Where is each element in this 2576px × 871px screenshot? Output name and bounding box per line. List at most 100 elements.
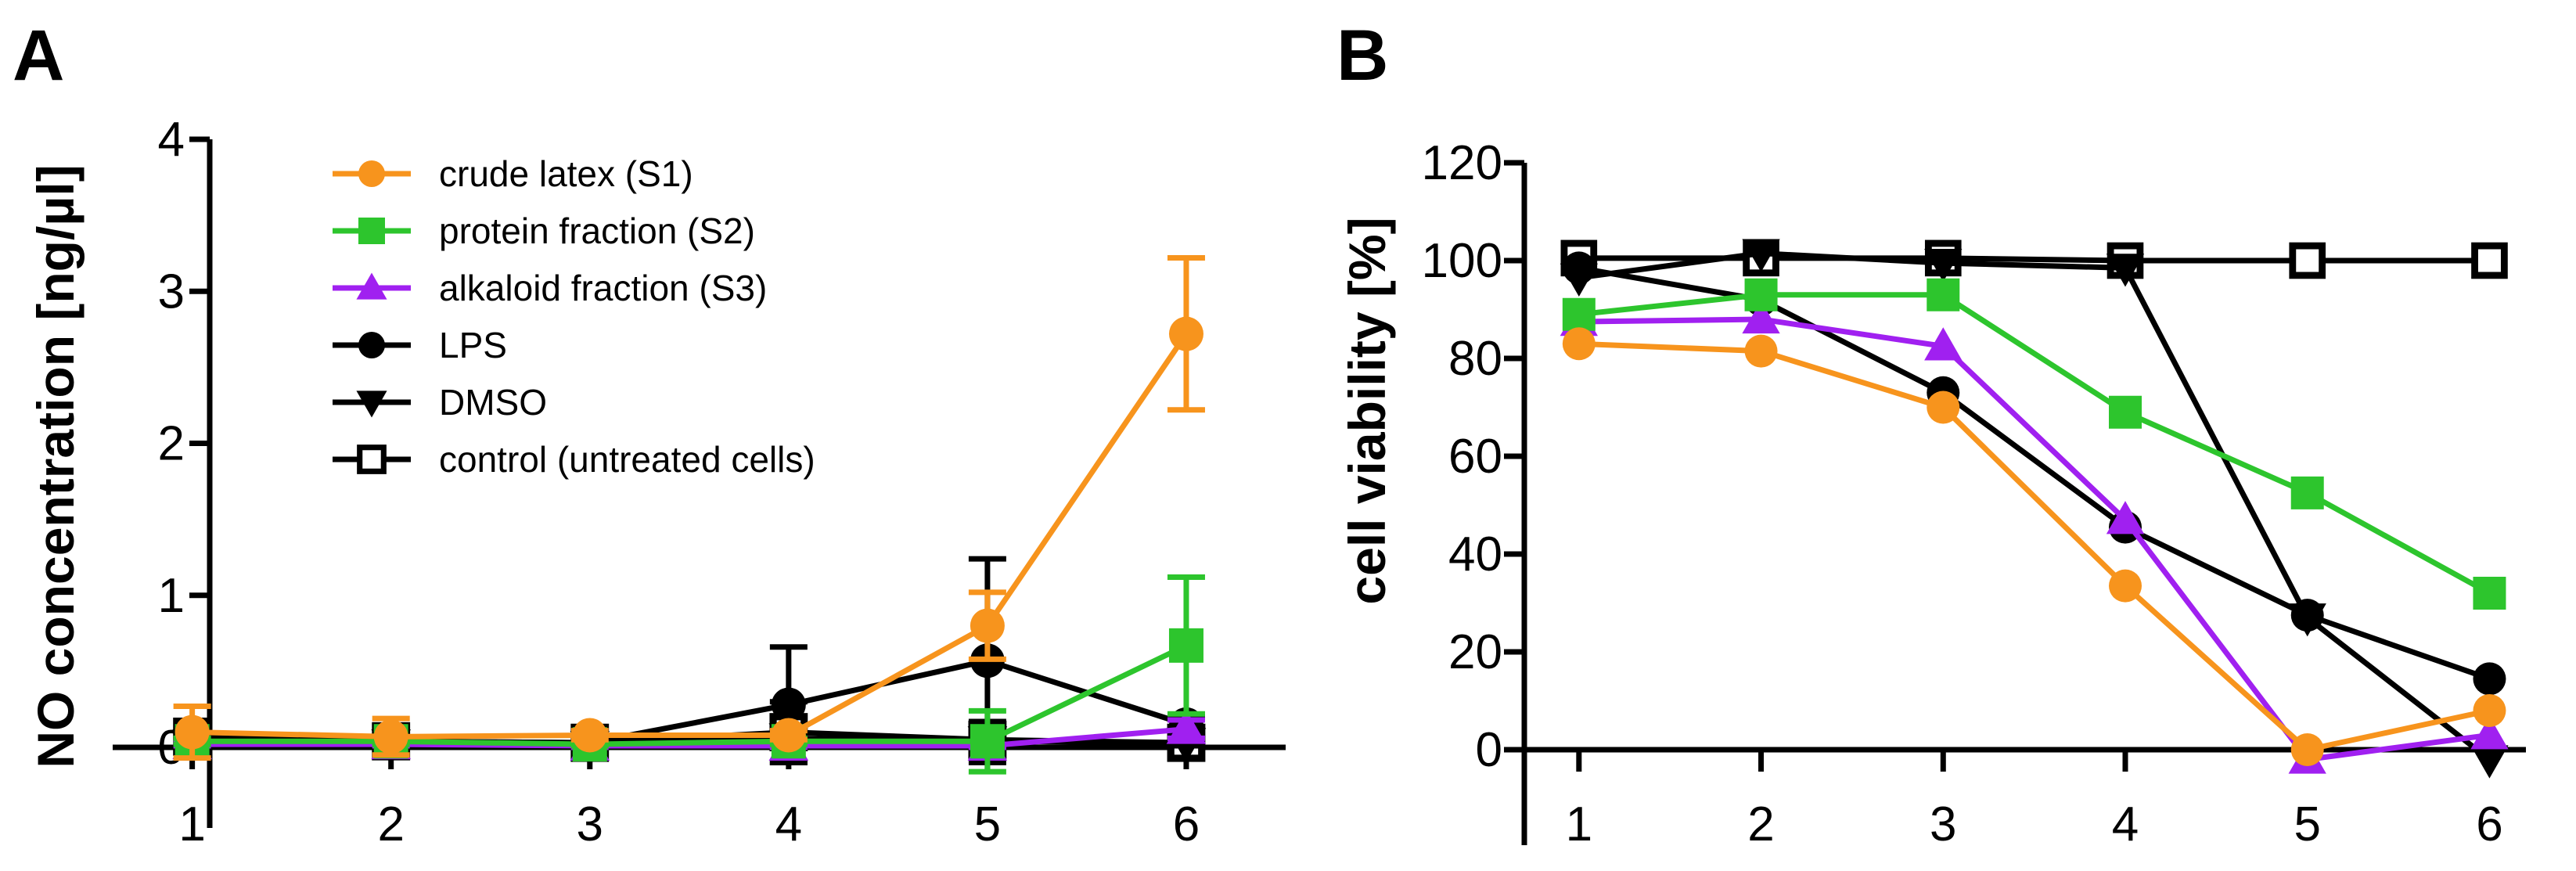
panel-b-series-protein-fraction-s2-point (2290, 476, 2324, 509)
panel-b-x-tick-label: 4 (2112, 797, 2139, 851)
panel-b-series-alkaloid-fraction-s3-point (1742, 300, 1780, 334)
panel-b-x-tick-label: 3 (1930, 797, 1956, 851)
panel-b-series-alkaloid-fraction-s3-point (1924, 327, 1963, 361)
panel-a-legend-item-alkaloid-fraction-s3: alkaloid fraction (S3) (333, 268, 767, 308)
panel-b-series-alkaloid-fraction-s3-point (2470, 716, 2509, 750)
panel-a-y-tick-label: 1 (158, 569, 185, 623)
panel-a-legend-item-lps-marker (358, 332, 385, 358)
panel-a-series (172, 255, 1207, 775)
panel-a-legend-item-crude-latex-s1-marker (358, 160, 385, 187)
panel-b-series-protein-fraction-s2 (1562, 278, 2506, 610)
panel-a-series-crude-latex-s1-line (192, 332, 1189, 740)
panel-b-series-protein-fraction-s2-point (2109, 395, 2142, 429)
panel-b-y-tick-label: 120 (1422, 136, 1502, 190)
panel-b-series-lps-line (1578, 265, 2491, 682)
panel-a-series-protein-fraction-s2-line (192, 642, 1188, 747)
panel-a-legend-item-crude-latex-s1-label: crude latex (S1) (439, 153, 693, 194)
panel-b-y-tick-label: 20 (1448, 625, 1502, 679)
panel-b-series-alkaloid-fraction-s3-line (1578, 316, 2490, 762)
panel-a-series-crude-latex-s1-point (970, 608, 1005, 643)
panel-a-y-tick-label: 3 (158, 265, 185, 319)
panel-b-x-tick-label: 1 (1566, 797, 1592, 851)
panel-b-letter: B (1337, 16, 1388, 95)
panel-a-legend-item-protein-fraction-s2-marker (358, 218, 385, 244)
panel-b-series-lps-point (2290, 599, 2324, 632)
panel-a-series-alkaloid-fraction-s3-line (192, 726, 1187, 749)
panel-b-series-protein-fraction-s2-point (1927, 278, 1960, 311)
panel-a-series-alkaloid-fraction-s3-point (1166, 709, 1207, 744)
panel-a-series-protein-fraction-s2-point (1168, 628, 1203, 663)
panel-b-series-dmso-point (1742, 239, 1780, 272)
panel-a-series-crude-latex-s1-point (174, 714, 210, 750)
panel-b-series-crude-latex-s1-point (1744, 334, 1778, 368)
panel-a-legend-item-control-untreated-cells-label: control (untreated cells) (439, 439, 815, 480)
panel-a-legend-item-control-untreated-cells-marker (357, 444, 387, 474)
panel-a-legend-item-protein-fraction-s2-label: protein fraction (S2) (439, 211, 755, 251)
panel-b-x-tick-label: 5 (2294, 797, 2320, 851)
panel-a-legend-item-alkaloid-fraction-s3-label: alkaloid fraction (S3) (439, 268, 767, 308)
panel-a-series-crude-latex-s1-point (373, 719, 408, 754)
panel-b-x-tick-label: 6 (2476, 797, 2502, 851)
panel-a-letter: A (13, 16, 64, 95)
panel-b-series-crude-latex-s1-line (1578, 340, 2491, 753)
panel-b-series-alkaloid-fraction-s3 (1560, 300, 2509, 774)
panel-a-series-protein-fraction-s2-point (970, 724, 1005, 759)
panel-a-y-axis-label: NO concentration [ng/µl] (27, 164, 85, 768)
panel-b-x-tick-label: 2 (1747, 797, 1774, 851)
panel-b-series-crude-latex-s1 (1562, 327, 2506, 766)
panel-a-legend-item-dmso-marker (356, 391, 387, 418)
panel-b-series (1560, 239, 2509, 779)
panel-a-series-crude-latex-s1 (173, 255, 1205, 761)
panel-b-axes: 0 20 40 60 80 100 120 1 2 3 4 5 6 (1422, 136, 2526, 851)
panel-b-series-control-untreated-cells-point (2289, 242, 2326, 279)
panel-b-series-crude-latex-s1-point (1562, 327, 1596, 361)
panel-b-y-tick-label: 40 (1448, 527, 1502, 581)
panel-b-series-protein-fraction-s2-line (1578, 292, 2491, 596)
panel-b-series-crude-latex-s1-point (2109, 569, 2142, 603)
panel-b-series-protein-fraction-s2-point (1562, 297, 1596, 331)
panel-b-series-lps-point (1562, 251, 1596, 285)
panel-a-legend-item-control-untreated-cells: control (untreated cells) (333, 439, 815, 480)
panel-b-series-protein-fraction-s2-point (2473, 577, 2506, 610)
panel-a-x-tick-label: 5 (974, 797, 1001, 851)
panel-a-legend-item-lps: LPS (333, 325, 507, 365)
panel-a-x-tick-label: 2 (377, 797, 404, 851)
panel-b-series-protein-fraction-s2-point (1744, 278, 1778, 311)
panel-a-legend-item-dmso: DMSO (333, 382, 547, 423)
panel-b-series-dmso-line (1578, 250, 2491, 762)
panel-b-series-crude-latex-s1-point (2290, 733, 2324, 766)
panel-b-series-crude-latex-s1-point (1927, 391, 1960, 424)
panel-b-y-tick-label: 0 (1476, 723, 1502, 777)
panel-a-y-tick-label: 2 (158, 417, 185, 471)
panel-a-legend-item-dmso-label: DMSO (439, 382, 547, 423)
panel-b-y-tick-label: 100 (1422, 234, 1502, 288)
panel-a-legend-item-protein-fraction-s2: protein fraction (S2) (333, 211, 755, 251)
panel-a-x-tick-label: 1 (178, 797, 205, 851)
panel-a-x-tick-label: 6 (1173, 797, 1200, 851)
panel-a-y-tick-label: 4 (158, 113, 185, 167)
panel-a-series-crude-latex-s1-point (1168, 316, 1203, 351)
panel-b-y-tick-label: 60 (1448, 430, 1502, 484)
panel-b-y-tick-label: 80 (1448, 332, 1502, 386)
panel-b-series-alkaloid-fraction-s3-point (2106, 501, 2145, 534)
panel-a-x-tick-label: 3 (577, 797, 603, 851)
panel-a-series-lps-line (192, 657, 1188, 746)
panel-b-y-axis-label: cell viability [%] (1338, 217, 1396, 604)
panel-b-series-lps-point (2473, 662, 2506, 696)
panel-a-series-crude-latex-s1-point (572, 718, 607, 753)
panel-a-legend: crude latex (S1) protein fraction (S2) alk… (333, 153, 815, 480)
panel-a-series-lps (173, 556, 1205, 765)
panel-b: B 0 20 40 60 80 100 120 1 2 3 4 5 6 cell viability [… (1337, 16, 2526, 851)
panel-b-series-dmso-point (2470, 745, 2509, 779)
panel-a-series-lps-point (771, 687, 806, 722)
panel-a-legend-item-lps-label: LPS (439, 325, 507, 365)
panel-a-legend-item-alkaloid-fraction-s3-marker (356, 272, 387, 300)
panel-b-series-dmso-point (1924, 249, 1963, 283)
panel-a-x-tick-label: 4 (775, 797, 802, 851)
panel-a-legend-item-crude-latex-s1: crude latex (S1) (333, 153, 693, 194)
panel-b-series-dmso-point (2106, 254, 2145, 287)
panel-b-series-crude-latex-s1-point (2473, 694, 2506, 727)
panel-b-series-control-untreated-cells-point (2471, 242, 2508, 279)
